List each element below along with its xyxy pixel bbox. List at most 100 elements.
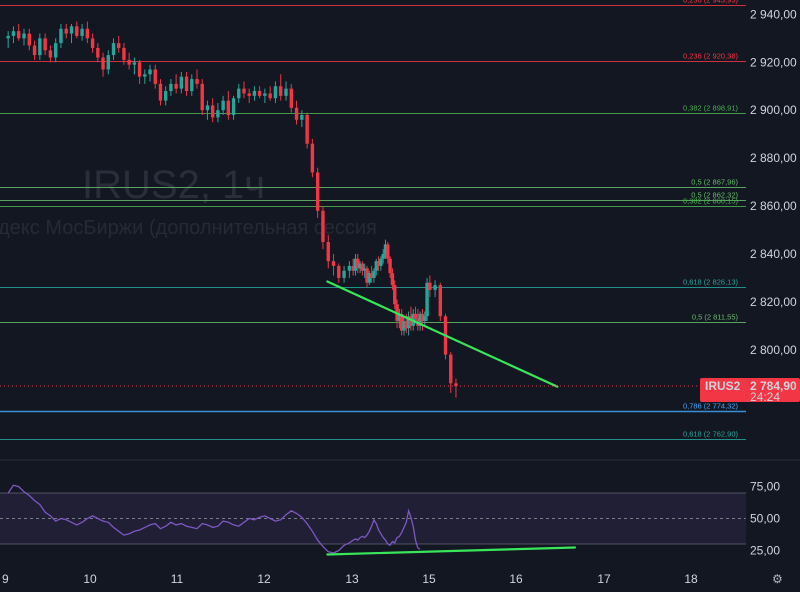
candle-body (454, 383, 458, 386)
candle-body (179, 76, 184, 89)
candle-body (143, 74, 147, 77)
candle-body (342, 270, 346, 278)
candle-body (425, 282, 429, 317)
price-axis[interactable]: 2 940,00 2 920,00 2 900,00 2 880,00 2 860,00… (750, 7, 797, 356)
candle-body (381, 253, 385, 259)
candle-body (221, 100, 225, 111)
candle-body (273, 86, 278, 99)
candle-body (284, 88, 288, 96)
candle-body (38, 38, 42, 56)
candle-body (406, 316, 411, 329)
candle-body (310, 143, 315, 173)
fibonacci-levels: 0,236 (2 943,93) 0,236 (2 920,38) 0,382 (2… (0, 0, 746, 440)
candle-body (263, 93, 267, 96)
candle-body (195, 79, 199, 84)
time-axis[interactable]: 9 10 11 12 13 15 16 17 18 (2, 572, 698, 586)
fib-level-label: 0,786 (2 774,32) (683, 402, 739, 411)
time-tick-label: 17 (597, 572, 611, 586)
rsi-pane: 75,00 50,00 25,00 (0, 480, 780, 557)
candle-body (347, 265, 352, 271)
watermark-symbol: IRUS2, 1ч (82, 163, 265, 207)
price-trendline-layer[interactable] (0, 280, 746, 388)
candle-body (376, 261, 381, 266)
candle-body (6, 35, 10, 39)
candle-body (367, 273, 372, 283)
candle-body (365, 268, 369, 283)
candle-body (96, 47, 100, 58)
candle-body (132, 62, 137, 65)
candle-body (351, 265, 355, 271)
candle-body (257, 91, 262, 96)
candle-body (127, 59, 131, 65)
candle-body (27, 33, 31, 46)
candle-body (358, 263, 362, 269)
rsi-tick-label: 25,00 (750, 543, 780, 557)
last-price-symbol: IRUS2 (705, 379, 741, 393)
candle-body (363, 268, 367, 271)
rsi-tick-label: 75,00 (750, 480, 780, 494)
fib-level-label: 0,236 (2 920,38) (683, 52, 739, 61)
candle-body (393, 285, 397, 305)
gear-icon[interactable]: ⚙ (772, 572, 783, 586)
candle-body (252, 91, 257, 96)
candle-body (386, 244, 390, 259)
candle-body (64, 28, 68, 34)
candle-body (360, 263, 365, 271)
candle-body (413, 313, 418, 319)
candle-body (353, 258, 358, 271)
fib-level-label: 0,5 (2 811,55) (692, 313, 739, 322)
candle-body (418, 313, 422, 326)
rsi-line (7, 484, 421, 554)
candle-body (438, 285, 443, 317)
candle-body (216, 110, 220, 118)
fib-level-label: 0,5 (2 867,96) (691, 178, 738, 187)
fib-level-label: 0,382 (2 860,15) (683, 197, 739, 206)
rsi-tick-label: 50,00 (750, 512, 780, 526)
candle-body (22, 33, 26, 39)
fib-level-label: 0,618 (2 762,90) (683, 430, 739, 439)
watermark-description: декс МосБиржи (дополнительная сессия (0, 217, 377, 239)
price-tick-label: 2 860,00 (750, 199, 797, 213)
candle-body (205, 105, 210, 111)
candle-body (242, 88, 246, 94)
time-tick-label: 18 (684, 572, 698, 586)
candle-body (122, 47, 126, 60)
candle-body (397, 313, 402, 322)
candle-body (137, 62, 142, 77)
candle-body (383, 244, 388, 254)
price-tick-label: 2 800,00 (750, 343, 797, 357)
last-price-value: 2 784,90 (750, 379, 797, 393)
price-tick-label: 2 940,00 (750, 7, 797, 21)
price-trendline[interactable] (326, 280, 559, 388)
candle-body (231, 98, 236, 115)
candle-body (184, 76, 189, 92)
candle-body (337, 265, 341, 278)
candle-body (372, 270, 376, 278)
candle-body (423, 316, 427, 322)
candle-body (210, 105, 215, 118)
candle-body (53, 43, 58, 58)
candle-body (331, 261, 336, 266)
price-tick-label: 2 920,00 (750, 55, 797, 69)
candle-body (48, 50, 53, 58)
price-tick-label: 2 880,00 (750, 151, 797, 165)
fib-level-label: 0,236 (2 943,93) (683, 0, 739, 5)
price-tick-label: 2 820,00 (750, 295, 797, 309)
candle-body (268, 93, 272, 99)
candle-body (153, 69, 157, 84)
candle-body (117, 43, 121, 48)
candle-body (90, 38, 95, 48)
rsi-trendline[interactable] (326, 546, 577, 556)
candle-body (315, 172, 320, 211)
candle-body (190, 79, 194, 92)
time-tick-label: 11 (171, 572, 184, 586)
candle-body (174, 83, 178, 89)
last-price-layer: IRUS2 2 784,90 24:24 (700, 377, 800, 404)
candle-body (17, 31, 21, 39)
fib-level-label: 0,5 (2 862,32) (691, 191, 738, 200)
candle-body (390, 273, 395, 286)
candle-body (321, 210, 325, 242)
candle-body (402, 321, 406, 331)
